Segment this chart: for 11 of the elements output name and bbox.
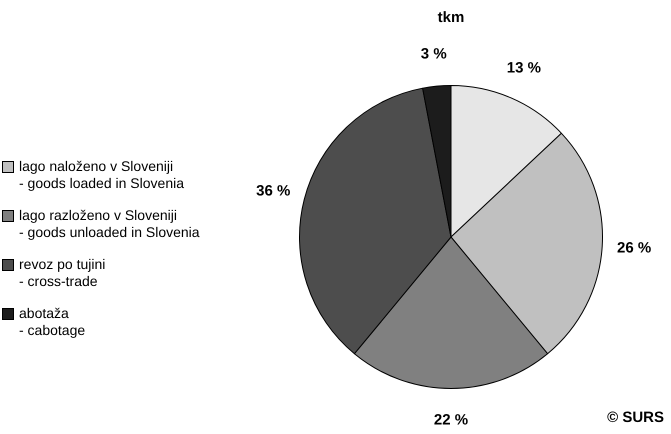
data-label: 36 % bbox=[256, 182, 290, 200]
chart-title: tkm bbox=[438, 9, 464, 26]
data-label: 22 % bbox=[434, 412, 468, 429]
legend-label: lago razloženo v Sloveniji - goods unloaded in Slovenia bbox=[19, 207, 200, 241]
data-label: 13 % bbox=[506, 60, 541, 77]
data-label: 26 % bbox=[617, 240, 652, 257]
data-label: 3 % bbox=[420, 45, 447, 62]
legend-label: abotaža - cabotage bbox=[19, 305, 86, 339]
text: © SURS bbox=[607, 409, 664, 426]
legend-label: lago naloženo v Sloveniji - goods loaded in Slovenia bbox=[19, 158, 184, 192]
legend-label: revoz po tujini - cross-trade bbox=[19, 256, 106, 290]
